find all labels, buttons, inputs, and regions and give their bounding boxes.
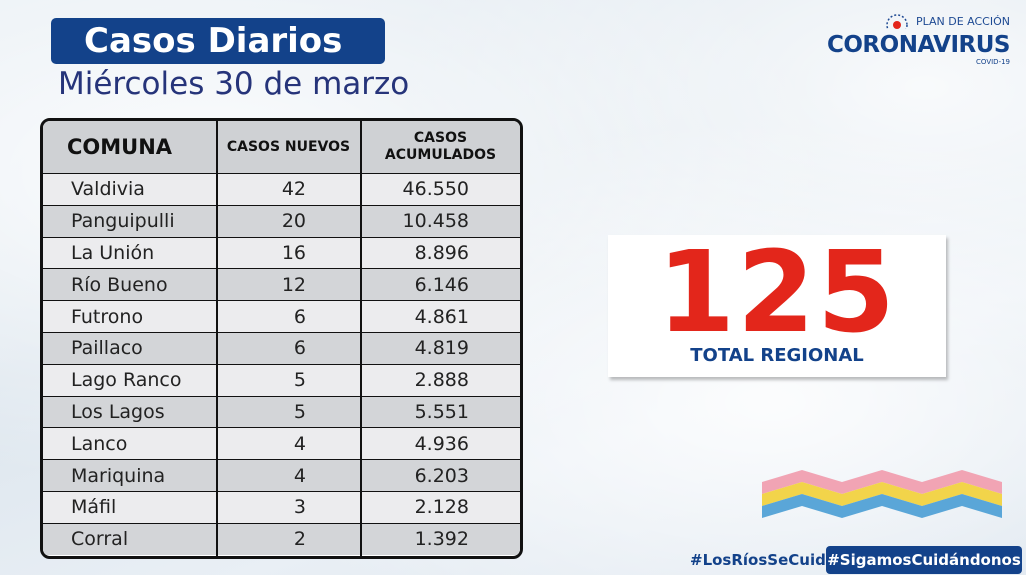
cell-casos-nuevos: 4 [293,464,306,487]
total-regional-card: 125 TOTAL REGIONAL [608,228,946,377]
cell-casos-nuevos: 3 [293,496,306,519]
logo-covid-text: COVID-19 [976,58,1010,66]
header-comuna: COMUNA [67,135,173,159]
cell-casos-acumulados: 4.936 [414,432,469,455]
table-header: COMUNA CASOS NUEVOS CASOS ACUMULADOS [43,121,520,173]
cell-casos-nuevos: 6 [293,305,306,328]
rainbow-zigzag-decoration [762,470,1002,518]
cell-comuna: Valdivia [71,178,145,201]
header-casos-acumulados: CASOS ACUMULADOS [361,121,520,173]
cell-casos-nuevos: 6 [293,337,306,360]
cell-comuna: Mariquina [71,464,166,487]
cell-casos-acumulados: 2.888 [414,369,469,392]
cell-comuna: Panguipulli [71,210,175,233]
cell-casos-nuevos: 12 [281,273,306,296]
cell-casos-acumulados: 2.128 [414,496,469,519]
cell-casos-acumulados: 4.861 [414,305,469,328]
chile-flag-icon [886,14,908,29]
table-row: Valdivia 42 46.550 [43,173,520,205]
cell-comuna: Máfil [71,496,117,519]
hashtag-losrios: #LosRíosSeCuida [690,551,836,569]
header-acum-line2: ACUMULADOS [384,147,497,163]
table-row: Futrono 6 4.861 [43,300,520,332]
cell-casos-acumulados: 4.819 [414,337,469,360]
cell-casos-acumulados: 5.551 [414,400,469,423]
logo-main-text: CORONAVIRUS [827,32,1011,58]
cell-casos-nuevos: 20 [281,210,306,233]
table-row: Máfil 3 2.128 [43,490,520,523]
cell-comuna: La Unión [71,241,155,264]
cell-casos-acumulados: 6.146 [414,273,469,296]
cell-comuna: Lanco [71,432,128,455]
table-row: Mariquina 4 6.203 [43,459,520,491]
table-row: Lanco 4 4.936 [43,427,520,460]
column-divider [360,121,362,556]
table-row: Panguipulli 20 10.458 [43,204,520,237]
cases-table: COMUNA CASOS NUEVOS CASOS ACUMULADOS Val… [40,118,523,559]
coronavirus-plan-logo: PLAN DE ACCIÓN CORONAVIRUS COVID-19 [827,10,1011,70]
cell-casos-nuevos: 5 [293,369,306,392]
cell-comuna: Los Lagos [71,400,165,423]
cell-casos-nuevos: 42 [281,178,306,201]
cell-casos-nuevos: 16 [281,241,306,264]
cell-comuna: Futrono [71,305,144,328]
cell-comuna: Río Bueno [71,273,168,296]
cell-casos-acumulados: 46.550 [402,178,469,201]
cell-casos-nuevos: 4 [293,432,306,455]
cell-casos-nuevos: 2 [293,528,306,551]
table-body: Valdivia 42 46.550 Panguipulli 20 10.458 La … [43,173,520,555]
cell-comuna: Corral [71,528,129,551]
hashtag-sigamos: #SigamosCuidándonos [826,546,1022,574]
cell-casos-acumulados: 6.203 [414,464,469,487]
table-row: La Unión 16 8.896 [43,236,520,269]
page-title: Casos Diarios [84,21,343,61]
page-subtitle-date: Miércoles 30 de marzo [58,66,410,102]
cell-casos-acumulados: 1.392 [414,528,469,551]
table-row: Paillaco 6 4.819 [43,331,520,364]
total-value: 125 [657,228,897,358]
logo-plan-text: PLAN DE ACCIÓN [915,15,1010,28]
cell-comuna: Lago Ranco [71,369,182,392]
header-acum-line1: CASOS [413,130,468,146]
cell-comuna: Paillaco [71,337,143,360]
table-row: Lago Ranco 5 2.888 [43,363,520,396]
cell-casos-acumulados: 8.896 [414,241,469,264]
cell-casos-acumulados: 10.458 [402,210,469,233]
column-divider [216,121,218,556]
table-row: Los Lagos 5 5.551 [43,395,520,428]
title-banner [51,18,385,64]
table-row: Río Bueno 12 6.146 [43,268,520,301]
cell-casos-nuevos: 5 [293,400,306,423]
total-label: TOTAL REGIONAL [690,345,864,366]
table-row: Corral 2 1.392 [43,522,520,555]
header-casos-nuevos: CASOS NUEVOS [226,139,351,155]
